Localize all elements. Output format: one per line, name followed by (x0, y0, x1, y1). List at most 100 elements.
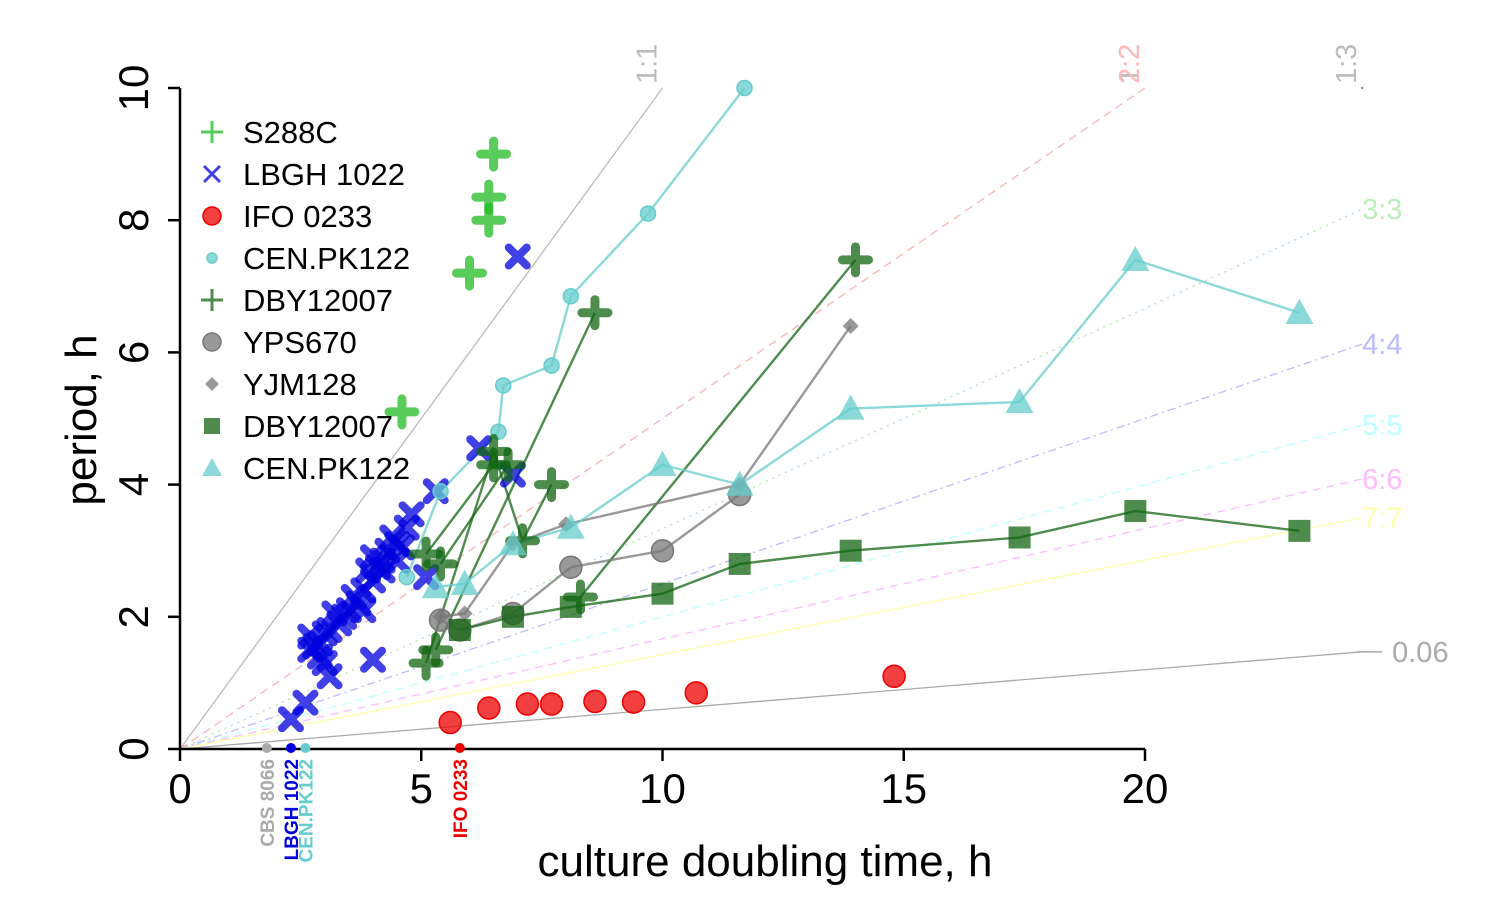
point-0-2 (471, 202, 507, 238)
legend-label-4: DBY12007 (243, 283, 393, 318)
series-line-7 (439, 464, 510, 565)
point-12-4 (648, 450, 677, 476)
point-0-0 (476, 136, 512, 172)
point-9-3 (559, 555, 583, 579)
point-2-1 (477, 696, 501, 720)
point-5-1 (577, 295, 613, 331)
strain-mark-1 (285, 743, 296, 753)
ratio-label-3-3: 3:3 (1362, 194, 1402, 226)
point-0-4 (384, 394, 420, 430)
point-12-7 (1005, 387, 1034, 414)
point-11-2 (559, 595, 582, 618)
strain-mark-3 (454, 743, 465, 753)
ratio-line-4-4 (179, 343, 1363, 750)
point-12-9 (1285, 298, 1314, 324)
point-11-4 (728, 552, 751, 575)
point-3-0 (398, 568, 416, 586)
legend-marker-7 (204, 418, 220, 434)
data-points (277, 79, 1314, 735)
y-tick-label-3: 6 (110, 341, 157, 364)
series-line-10 (440, 325, 852, 618)
legend-label-2: IFO 0233 (243, 199, 372, 234)
point-7-1 (490, 447, 526, 483)
point-2-7 (882, 664, 906, 689)
legend-label-5: YPS670 (243, 325, 357, 360)
legend-marker-3 (206, 252, 218, 264)
y-axis-label: period, h (57, 334, 106, 505)
point-1-31 (297, 623, 324, 650)
point-12-6 (836, 394, 865, 420)
legend-label-6: YJM128 (243, 367, 357, 402)
point-12-1 (450, 569, 479, 595)
point-10-1 (456, 605, 473, 622)
x-tick-label-1: 5 (410, 765, 433, 812)
y-tick-label-4: 8 (110, 209, 157, 232)
legend: S288C LBGH 1022 IFO 0233 CEN.PK122 DBY12007 Y… (201, 115, 410, 486)
point-1-20 (350, 597, 377, 624)
ratio-label-0-06: 0.06 (1392, 637, 1448, 669)
point-10-0 (432, 608, 449, 625)
point-2-4 (583, 689, 607, 714)
ratio-line-6-6 (179, 478, 1363, 750)
legend-label-7: DBY12007 (243, 409, 393, 444)
point-0-3 (452, 255, 487, 291)
point-2-0 (438, 710, 462, 735)
x-tick-label-3: 15 (880, 765, 927, 812)
ratio-label-6-6: 6:6 (1362, 464, 1402, 496)
strain-label-0: CBS 8066 (258, 759, 279, 847)
ratio-label-5-5: 5:5 (1362, 410, 1402, 442)
ratio-lines: 1:1 1:2 1:3 2:2 3:3 4:4 5:5 6:6 7:7 0.06 (179, 44, 1449, 750)
ratio-line-1-1 (179, 87, 664, 750)
point-11-8 (1288, 519, 1311, 542)
legend-marker-6 (205, 377, 219, 391)
legend-marker-2 (202, 206, 222, 226)
x-tick-label-4: 20 (1122, 765, 1169, 812)
point-1-0 (504, 243, 531, 270)
axes: 0 5 10 15 20 0 2 4 6 8 10 (110, 65, 1168, 812)
point-5-0 (418, 632, 454, 668)
point-3-5 (562, 287, 580, 305)
point-2-5 (621, 690, 646, 714)
legend-marker-0 (201, 121, 223, 143)
point-9-4 (650, 538, 675, 563)
point-1-37 (388, 534, 415, 561)
x-axis-label: culture doubling time, h (538, 837, 993, 886)
legend-marker-8 (202, 458, 222, 476)
point-10-5 (842, 317, 859, 334)
series-lines (405, 87, 1300, 664)
point-11-7 (1124, 500, 1147, 523)
ratio-line-7-7 (179, 516, 1363, 750)
point-12-2 (498, 530, 527, 556)
x-tick-label-0: 0 (168, 765, 191, 812)
y-tick-label-2: 4 (110, 473, 157, 496)
point-3-4 (543, 357, 560, 374)
point-4-3 (534, 467, 570, 503)
legend-label-1: LBGH 1022 (243, 157, 405, 192)
legend-label-8: CEN.PK122 (243, 451, 410, 486)
point-12-5 (725, 470, 754, 496)
series-line-6 (425, 464, 495, 555)
legend-marker-5 (202, 332, 222, 352)
point-2-6 (684, 681, 709, 705)
strain-label-3: IFO 0233 (451, 759, 472, 838)
ratio-end-dot (1360, 86, 1364, 90)
series-line-12 (435, 258, 1300, 589)
strain-label-1: LBGH 1022 (282, 759, 303, 860)
point-11-5 (839, 539, 862, 562)
point-12-8 (1121, 245, 1150, 272)
ratio-label-4-4: 4:4 (1362, 329, 1402, 361)
point-1-34 (277, 706, 304, 733)
legend-label-3: CEN.PK122 (243, 241, 410, 276)
point-3-3 (495, 377, 512, 394)
point-12-3 (556, 513, 585, 539)
point-3-7 (736, 79, 753, 97)
point-11-0 (448, 619, 471, 642)
series-line-8 (579, 259, 857, 598)
ratio-label-1-2: 1:2 (1114, 44, 1146, 84)
point-2-3 (539, 692, 564, 716)
ratio-label-1-3: 1:3 (1331, 44, 1363, 84)
y-tick-label-0: 0 (110, 737, 157, 760)
y-tick-label-1: 2 (110, 605, 157, 628)
